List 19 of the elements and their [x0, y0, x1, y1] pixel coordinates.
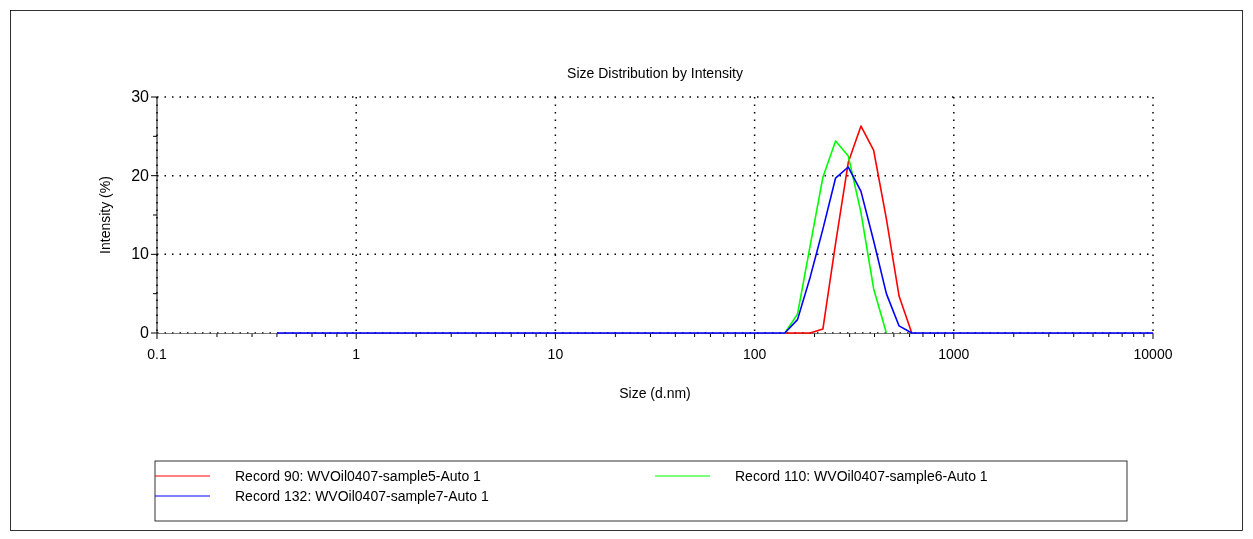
- y-tick-label: 20: [131, 166, 150, 184]
- line-series: [784, 140, 888, 334]
- x-tick-label: 0.1: [147, 346, 167, 362]
- y-tick-label: 10: [131, 245, 150, 263]
- line-series: [784, 125, 913, 334]
- line-series: [276, 166, 1154, 334]
- legend-label: Record 132: WVOil0407-sample7-Auto 1: [235, 488, 489, 504]
- chart-title: Size Distribution by Intensity: [567, 65, 743, 81]
- legend-label: Record 110: WVOil0407-sample6-Auto 1: [735, 468, 988, 484]
- y-tick-label: 30: [131, 88, 150, 105]
- x-tick-label: 1000: [938, 346, 970, 362]
- y-axis-title: Intensity (%): [97, 176, 113, 254]
- y-tick-label: 0: [140, 324, 150, 341]
- x-tick-label: 1: [352, 346, 361, 362]
- x-tick-label: 100: [742, 346, 767, 362]
- x-tick-label: 10000: [1133, 346, 1173, 362]
- legend-label: Record 90: WVOil0407-sample5-Auto 1: [235, 468, 482, 484]
- x-axis-title: Size (d.nm): [619, 385, 691, 401]
- x-tick-label: 10: [547, 346, 564, 362]
